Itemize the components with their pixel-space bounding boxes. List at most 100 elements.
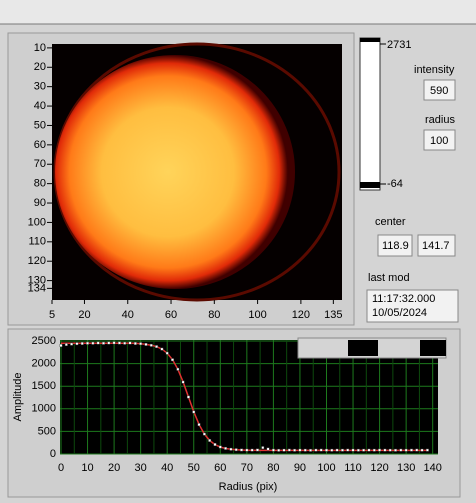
data-point: [118, 341, 121, 345]
data-point: [261, 446, 265, 450]
x-tick-label: 20: [108, 462, 120, 474]
x-tick-label: 20: [78, 309, 90, 321]
indicator[interactable]: [417, 234, 456, 257]
x-tick-label: 90: [294, 462, 306, 474]
data-point: [303, 448, 307, 452]
data-point: [425, 448, 429, 452]
legend-swatch: [420, 340, 446, 356]
fit-line: [61, 342, 428, 452]
data-point: [187, 395, 190, 399]
data-point: [298, 448, 302, 452]
indicator[interactable]: [366, 289, 459, 323]
data-point: [59, 344, 63, 347]
data-point: [372, 448, 376, 452]
data-point: [356, 448, 360, 452]
y-tick-label: 60: [34, 139, 46, 151]
x-tick-label: 120: [370, 462, 388, 474]
x-tick-label: 40: [161, 462, 173, 474]
x-tick-label: 60: [165, 309, 177, 321]
data-point: [287, 448, 291, 452]
indicator[interactable]: [423, 129, 456, 151]
data-point: [282, 448, 286, 452]
colorbar-min: -64: [387, 178, 403, 190]
data-point: [362, 448, 366, 452]
data-point: [309, 448, 312, 452]
data-point: [133, 342, 137, 345]
data-point: [139, 342, 143, 346]
y-tick-label: 500: [38, 425, 56, 437]
data-point: [176, 367, 180, 371]
x-tick-label: 50: [188, 462, 200, 474]
x-tick-label: 80: [208, 309, 220, 321]
plot-area: [60, 340, 438, 454]
y-tick-label: 130: [28, 275, 46, 287]
data-point: [202, 432, 206, 436]
data-point: [96, 341, 100, 345]
data-point: [367, 448, 371, 452]
data-point: [415, 448, 419, 452]
indicator[interactable]: [423, 79, 456, 101]
x-tick-label: 130: [397, 462, 415, 474]
data-point: [64, 343, 68, 347]
x-axis-label: Radius (pix): [219, 481, 278, 493]
y-tick-label: 90: [34, 197, 46, 209]
y-tick-label: 120: [28, 255, 46, 267]
data-point: [75, 342, 79, 346]
data-point: [107, 341, 111, 345]
indicator-date: 10/05/2024: [372, 307, 427, 319]
data-point: [112, 341, 116, 345]
data-point: [330, 448, 334, 452]
x-tick-label: 100: [248, 309, 266, 321]
x-tick-label: 5: [49, 309, 55, 321]
data-point: [229, 447, 233, 451]
label: radius: [425, 114, 455, 126]
data-point: [399, 448, 403, 452]
indicator-value: 141.7: [422, 240, 450, 252]
data-point: [149, 343, 153, 347]
x-tick-label: 120: [292, 309, 310, 321]
y-tick-label: 20: [34, 61, 46, 73]
data-point: [351, 448, 355, 452]
data-point: [325, 448, 328, 452]
indicator-value: 100: [430, 135, 448, 147]
data-point: [250, 448, 254, 452]
x-tick-label: 100: [317, 462, 335, 474]
x-tick-label: 30: [135, 462, 147, 474]
y-tick-label: 100: [28, 216, 46, 228]
chart: 0 10 20 30 40 50 60 70 80 90 100 110 120 130 140 0 500 10…: [12, 335, 443, 493]
data-point: [224, 446, 228, 450]
y-tick-label: 70: [34, 158, 46, 170]
colorbar-max: 2731: [387, 39, 411, 51]
indicator-value: 590: [430, 85, 448, 97]
data-point: [171, 358, 174, 362]
data-point: [160, 347, 164, 351]
data-point: [335, 448, 339, 452]
colorbar-cap: [360, 38, 380, 42]
legend-swatch: [348, 340, 378, 356]
data-point: [341, 448, 344, 452]
x-tick-label: 0: [58, 462, 64, 474]
x-tick-label: 80: [267, 462, 279, 474]
x-tick-label: 110: [344, 462, 362, 474]
colorbar: [359, 37, 381, 191]
data-point: [346, 448, 350, 452]
data-point: [245, 448, 249, 452]
label: intensity: [414, 64, 455, 76]
data-point: [128, 341, 132, 345]
y-axis-label: Amplitude: [12, 373, 24, 422]
indicator[interactable]: [377, 234, 413, 257]
data-point: [197, 423, 201, 427]
data-point: [383, 448, 387, 452]
data-point: [410, 448, 413, 452]
colorbar-cap: [360, 182, 380, 188]
data-point: [240, 448, 243, 452]
data-point: [420, 448, 424, 452]
data-point: [378, 448, 381, 452]
y-tick-label: 2000: [32, 358, 56, 370]
indicator-value: 118.9: [382, 240, 409, 252]
data-point: [123, 341, 127, 345]
y-tick-label: 50: [34, 119, 46, 131]
data-point: [271, 448, 275, 452]
data-point: [165, 351, 169, 355]
x-tick-label: 140: [424, 462, 442, 474]
